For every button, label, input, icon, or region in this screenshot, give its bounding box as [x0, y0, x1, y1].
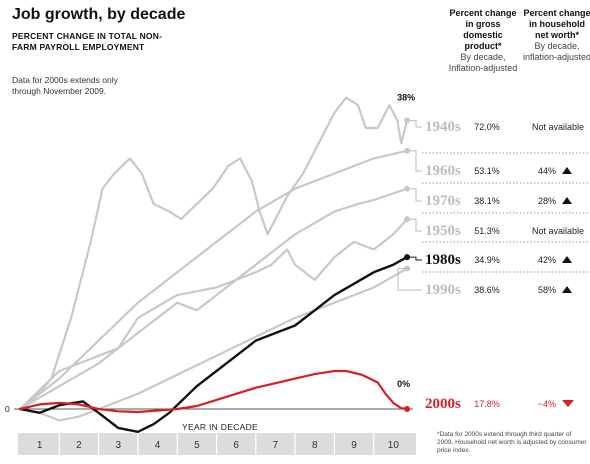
- series-line-2000s: [18, 369, 409, 414]
- decade-label-1970s: 1970s: [425, 193, 461, 209]
- connector-1950s: [410, 218, 422, 232]
- networth-column-sub: By decade, inflation-adjusted: [522, 41, 590, 62]
- decade-label-1980s: 1980s: [425, 252, 461, 268]
- trend-up-icon: [562, 197, 572, 204]
- end-value-label-2000s: 0%: [397, 379, 410, 389]
- series-line-1940s: [18, 96, 409, 411]
- trend-up-icon: [562, 167, 572, 174]
- connector-1990s: [397, 267, 422, 291]
- x-tick-label: 9: [351, 440, 357, 451]
- series-end-dot-2000s: [404, 406, 411, 412]
- footnote: *Data for 2000s extend through third qua…: [437, 431, 587, 454]
- decade-label-1990s: 1990s: [425, 282, 461, 298]
- x-axis-label: YEAR IN DECADE: [182, 422, 258, 432]
- networth-value-2000s: −4%: [538, 399, 556, 409]
- gdp-value-2000s: 17.8%: [474, 399, 500, 409]
- x-tick-label: 7: [273, 440, 279, 451]
- decade-label-1950s: 1950s: [425, 223, 461, 239]
- series-end-dot-1940s: [404, 117, 411, 124]
- chart-title: Job growth, by decade: [12, 6, 186, 23]
- gdp-column-title: Percent change in gross domestic product…: [449, 8, 517, 51]
- series-end-dot-1970s: [404, 185, 411, 192]
- gdp-value-1970s: 38.1%: [474, 196, 500, 206]
- connector-1940s: [410, 119, 422, 128]
- x-tick-label: 3: [115, 440, 121, 451]
- connector-1960s: [410, 150, 422, 172]
- x-tick-label: 2: [76, 440, 82, 451]
- trend-down-icon: [562, 400, 574, 407]
- x-tick-label: 5: [194, 440, 200, 451]
- gdp-value-1960s: 53.1%: [474, 166, 500, 176]
- x-tick-label: 6: [233, 440, 239, 451]
- networth-value-1940s: Not available: [532, 122, 584, 132]
- networth-value-1990s: 58%: [538, 285, 556, 295]
- decade-label-1940s: 1940s: [425, 119, 461, 135]
- series-line-1960s: [18, 149, 409, 411]
- networth-value-1970s: 28%: [538, 196, 556, 206]
- gdp-value-1990s: 38.6%: [474, 285, 500, 295]
- series-end-dot-1950s: [404, 216, 411, 223]
- y-zero-label: 0: [5, 404, 10, 414]
- x-tick-label: 4: [155, 440, 161, 451]
- series-line-1970s: [18, 187, 409, 411]
- networth-value-1980s: 42%: [538, 255, 556, 265]
- trend-up-icon: [562, 286, 572, 293]
- series-end-dot-1980s: [404, 254, 411, 261]
- decade-label-1960s: 1960s: [425, 163, 461, 179]
- end-value-label-1940s: 38%: [397, 92, 415, 102]
- decade-label-2000s: 2000s: [425, 396, 461, 412]
- gdp-column-sub: By decade, Inflation-adjusted: [448, 52, 518, 73]
- gdp-value-1980s: 34.9%: [474, 255, 500, 265]
- connector-1970s: [410, 188, 422, 202]
- networth-value-1950s: Not available: [532, 226, 584, 236]
- series-end-dot-1960s: [404, 147, 411, 154]
- trend-up-icon: [562, 256, 572, 263]
- gdp-column-header: Percent change in gross domestic product…: [448, 8, 518, 74]
- chart-subtitle: PERCENT CHANGE IN TOTAL NON-FARM PAYROLL…: [12, 31, 163, 52]
- series-line-1990s: [18, 267, 409, 422]
- networth-column-title: Percent change in household net worth*: [523, 8, 590, 40]
- series-line-1950s: [18, 218, 409, 411]
- x-tick-label: 8: [312, 440, 318, 451]
- x-tick-label: 1: [37, 440, 43, 451]
- data-note: Data for 2000s extends only through Nove…: [12, 75, 118, 96]
- x-tick-label: 10: [388, 440, 400, 451]
- gdp-value-1940s: 72.0%: [474, 122, 500, 132]
- gdp-value-1950s: 51.3%: [474, 226, 500, 236]
- networth-value-1960s: 44%: [538, 166, 556, 176]
- networth-column-header: Percent change in household net worth* B…: [522, 8, 590, 63]
- connector-1980s: [410, 256, 422, 261]
- series-line-1980s: [18, 255, 409, 433]
